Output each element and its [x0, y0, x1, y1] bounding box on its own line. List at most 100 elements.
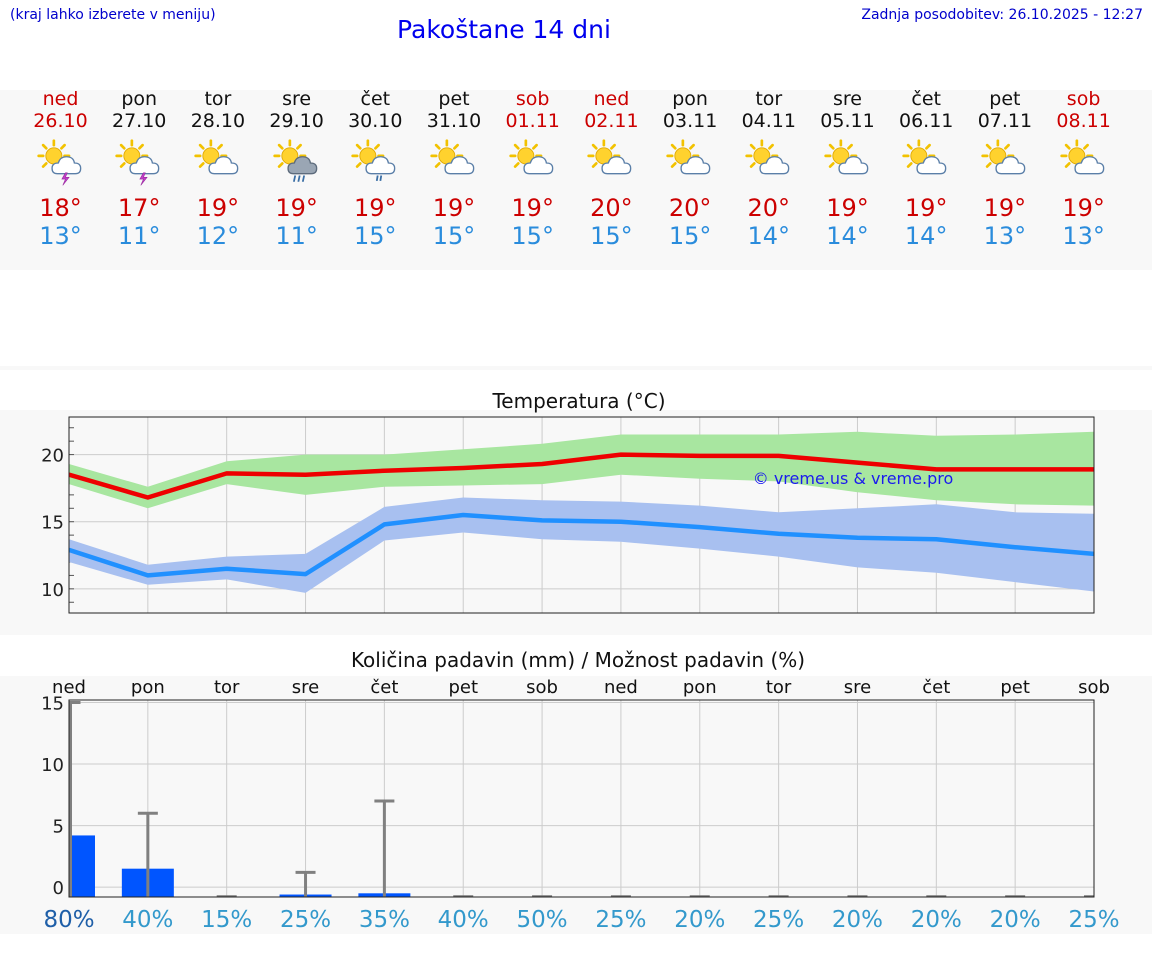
temp-min: 14°: [826, 222, 869, 250]
day-date: 05.11: [820, 110, 875, 132]
x-day-label: pon: [131, 677, 165, 698]
sun-cloud-icon: [1059, 139, 1104, 175]
temp-max: 18°: [39, 194, 82, 222]
precip-probability: 40%: [438, 907, 489, 933]
cloud-shape: [129, 156, 160, 175]
y-tick-label: 20: [41, 446, 64, 467]
cloud-shape: [523, 156, 554, 175]
x-day-label: ned: [52, 677, 86, 698]
temp-max: 19°: [511, 194, 554, 222]
precip-probability: 80%: [43, 907, 94, 933]
x-day-label: pet: [1000, 677, 1030, 698]
sun-ray: [531, 143, 538, 150]
sun-ray: [985, 162, 992, 168]
icon-group: [745, 139, 790, 175]
sun-ray: [985, 143, 992, 150]
sun-ray: [198, 162, 205, 168]
sun-ray: [41, 143, 48, 150]
sun-ray: [592, 143, 599, 150]
sun-cloud-icon: [745, 139, 790, 175]
temp-max: 19°: [1062, 194, 1105, 222]
sun-cloud-icon: [194, 139, 239, 175]
y-tick-label: 5: [53, 817, 64, 838]
y-tick-label: 10: [41, 580, 64, 601]
precip-probability: 35%: [359, 907, 410, 933]
cloud-shape: [759, 156, 790, 175]
temperature-series: [69, 431, 1094, 593]
rain-drop: [376, 175, 379, 182]
temp-max: 19°: [826, 194, 869, 222]
icon-group: [351, 139, 396, 182]
icon-group: [587, 139, 632, 175]
cloud-shape: [680, 156, 711, 175]
temp-min: 13°: [39, 222, 82, 250]
sun-ray: [356, 143, 362, 150]
precip-probability: 25%: [1068, 907, 1119, 933]
temp-max: 17°: [117, 194, 161, 222]
day-date: 27.10: [111, 110, 167, 132]
sun-ray: [1064, 143, 1071, 150]
day-date: 04.11: [741, 110, 796, 132]
temp-max: 19°: [983, 194, 1027, 222]
sun-ray: [453, 143, 459, 150]
y-tick-label: 15: [41, 693, 64, 714]
sun-ray: [513, 143, 520, 150]
day-date: 26.10: [33, 110, 88, 132]
x-day-label: čet: [922, 677, 950, 698]
precip-probability: 15%: [201, 907, 252, 933]
icon-group: [509, 139, 554, 175]
rain-drop: [292, 175, 296, 182]
temp-max: 20°: [590, 194, 633, 222]
sun-ray: [295, 143, 302, 150]
day-name: sre: [833, 88, 862, 110]
sun-ray: [592, 162, 599, 168]
temp-max: 19°: [904, 194, 948, 222]
sun-rain-cloud-icon: [272, 139, 317, 182]
page-title: Pakoštane 14 dni: [397, 15, 611, 44]
sun-ray: [434, 162, 441, 168]
temp-min: 13°: [983, 222, 1027, 250]
day-date: 08.11: [1056, 110, 1111, 132]
y-tick-label: 10: [41, 755, 64, 776]
temp-min: 14°: [904, 222, 948, 250]
sun-cloud-thunder-icon: [36, 139, 81, 186]
y-tick-label: 0: [53, 878, 64, 899]
temp-min: 15°: [354, 222, 397, 250]
icon-group: [902, 139, 947, 175]
sun-ray: [356, 162, 362, 168]
precip-probability: 25%: [595, 907, 646, 933]
rain-drop: [301, 175, 305, 182]
sun-ray: [1082, 143, 1089, 150]
day-name: tor: [204, 88, 232, 110]
cloud-shape: [50, 156, 81, 175]
x-day-label: ned: [604, 677, 638, 698]
x-day-label: pon: [683, 677, 717, 698]
day-column: čet 30.10 19° 15°: [336, 88, 415, 250]
day-date: 31.10: [426, 110, 482, 132]
temp-max: 20°: [668, 194, 712, 222]
sun-ray: [119, 143, 126, 150]
temp-max: 19°: [354, 194, 397, 222]
x-day-label: pet: [448, 677, 478, 698]
rain-drop: [297, 175, 301, 182]
sun-ray: [1064, 162, 1071, 168]
sun-cloud-icon: [430, 139, 475, 175]
min-temp-range-band: [69, 497, 1094, 593]
x-day-label: sob: [1078, 677, 1110, 698]
x-day-label: tor: [214, 677, 240, 698]
day-name: sob: [1066, 88, 1101, 110]
icon-group: [981, 139, 1026, 175]
day-name: sre: [282, 88, 312, 110]
icon-group: [272, 139, 317, 182]
sun-ray: [277, 143, 284, 150]
temp-min: 13°: [1062, 222, 1105, 250]
precip-probability: 50%: [517, 907, 568, 933]
sun-ray: [374, 143, 381, 150]
plot-area: [69, 700, 1094, 897]
day-name: sob: [515, 88, 550, 110]
day-column: čet 06.11 19° 14°: [887, 88, 966, 250]
day-name: pon: [672, 88, 708, 110]
day-column: pet 07.11 19° 13°: [965, 88, 1044, 250]
day-column: pon 27.10 17° 11°: [100, 88, 179, 250]
divider: [0, 366, 1152, 370]
